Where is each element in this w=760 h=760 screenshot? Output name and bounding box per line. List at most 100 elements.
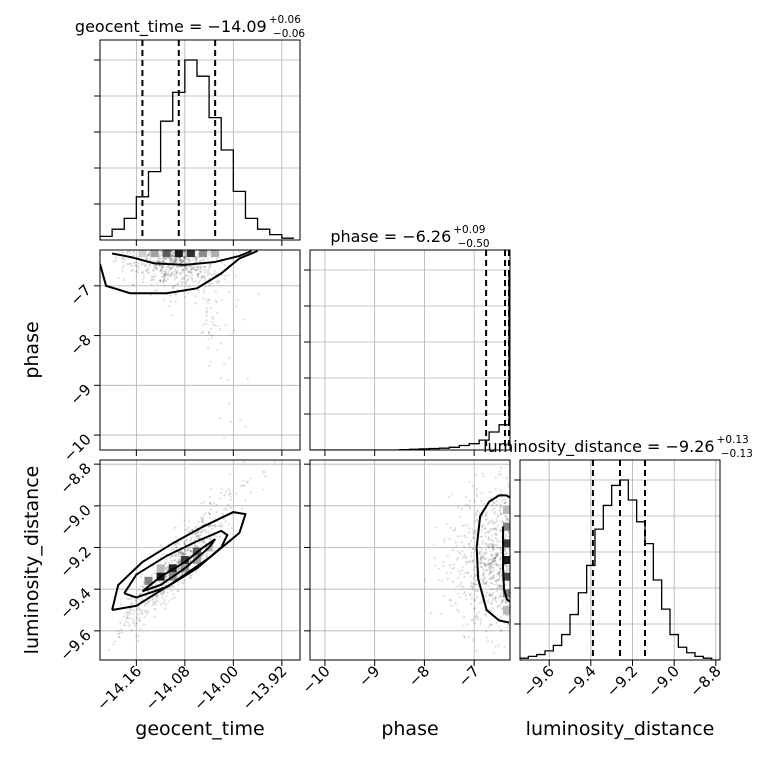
histogram-phase <box>310 270 510 450</box>
sample-point <box>475 590 478 593</box>
sample-point <box>199 269 202 272</box>
sample-point <box>499 567 502 570</box>
sample-point <box>123 624 126 627</box>
sample-point <box>471 559 474 562</box>
sample-point <box>488 522 491 525</box>
sample-point <box>473 520 477 523</box>
sample-point <box>257 292 260 296</box>
sample-point <box>471 536 475 539</box>
sample-point <box>481 554 485 557</box>
sample-point <box>194 532 197 535</box>
sample-point <box>176 568 180 572</box>
sample-point <box>228 402 231 405</box>
sample-point <box>160 250 163 253</box>
sample-point <box>492 547 495 551</box>
sample-point <box>475 583 478 586</box>
sample-point <box>174 554 177 557</box>
sample-point <box>492 528 495 531</box>
histogram-geocent_time <box>100 59 294 240</box>
sample-point <box>163 591 166 594</box>
sample-point <box>489 577 492 581</box>
sample-point <box>123 623 126 626</box>
sample-point <box>164 274 167 278</box>
sample-point <box>117 629 120 633</box>
sample-point <box>437 567 440 570</box>
sample-point <box>493 557 496 560</box>
sample-point <box>498 574 501 577</box>
sample-point <box>175 269 179 272</box>
sample-point <box>160 592 163 596</box>
sample-point <box>162 260 165 263</box>
sample-point <box>184 250 187 253</box>
sample-point <box>195 265 198 268</box>
sample-point <box>210 524 213 528</box>
sample-point <box>183 250 187 253</box>
sample-point <box>469 539 473 543</box>
sample-point <box>499 595 502 598</box>
sample-point <box>208 263 212 266</box>
sample-point <box>489 594 492 598</box>
sample-point <box>494 645 497 648</box>
sample-point <box>202 275 205 278</box>
sample-point <box>169 266 172 269</box>
contour-line <box>100 250 258 295</box>
sample-point <box>172 258 175 261</box>
density-cell <box>211 250 220 257</box>
sample-point <box>490 623 493 626</box>
sample-point <box>147 611 150 614</box>
sample-point <box>188 259 191 262</box>
sample-point <box>119 603 123 606</box>
sample-point <box>482 524 485 527</box>
sample-point <box>208 299 211 302</box>
sample-point <box>497 644 500 647</box>
sample-point <box>471 547 474 550</box>
sample-point <box>182 268 185 272</box>
sample-point <box>469 602 473 606</box>
sample-point <box>179 258 182 262</box>
sample-point <box>207 530 210 534</box>
tick-label-y: −7 <box>66 281 94 309</box>
sample-point <box>472 588 475 591</box>
sample-point <box>488 566 491 569</box>
sample-point <box>209 508 212 511</box>
sample-point <box>141 612 144 615</box>
sample-point <box>475 473 478 476</box>
sample-point <box>162 281 165 284</box>
sample-point <box>489 562 492 565</box>
sample-point <box>463 636 466 639</box>
sample-point <box>192 266 196 269</box>
sample-point <box>199 270 202 273</box>
sample-point <box>194 266 197 269</box>
sample-point <box>131 268 134 272</box>
sample-point <box>132 250 135 253</box>
sample-point <box>499 629 502 632</box>
sample-point <box>499 505 502 509</box>
sample-point <box>493 557 496 560</box>
sample-point <box>457 506 460 509</box>
sample-point <box>489 570 492 573</box>
sample-point <box>209 538 212 541</box>
sample-point <box>490 534 494 537</box>
sample-point <box>462 635 466 638</box>
sample-point <box>488 608 491 611</box>
sample-point <box>185 268 188 271</box>
sample-point <box>188 530 191 533</box>
sample-point <box>478 552 481 555</box>
sample-point <box>196 255 199 258</box>
sample-point <box>188 265 191 268</box>
sample-point <box>484 535 488 538</box>
sample-point <box>186 266 189 269</box>
sample-point <box>174 258 177 261</box>
sample-point <box>130 629 133 632</box>
sample-point <box>499 594 502 597</box>
sample-point <box>457 609 460 613</box>
density-cell <box>156 564 165 573</box>
sample-point <box>148 599 151 602</box>
sample-point <box>132 251 135 254</box>
sample-point <box>488 569 491 572</box>
sample-point <box>484 582 487 585</box>
sample-point <box>446 578 449 581</box>
sample-point <box>483 576 486 579</box>
sample-point <box>211 320 214 323</box>
sample-point <box>492 547 495 550</box>
